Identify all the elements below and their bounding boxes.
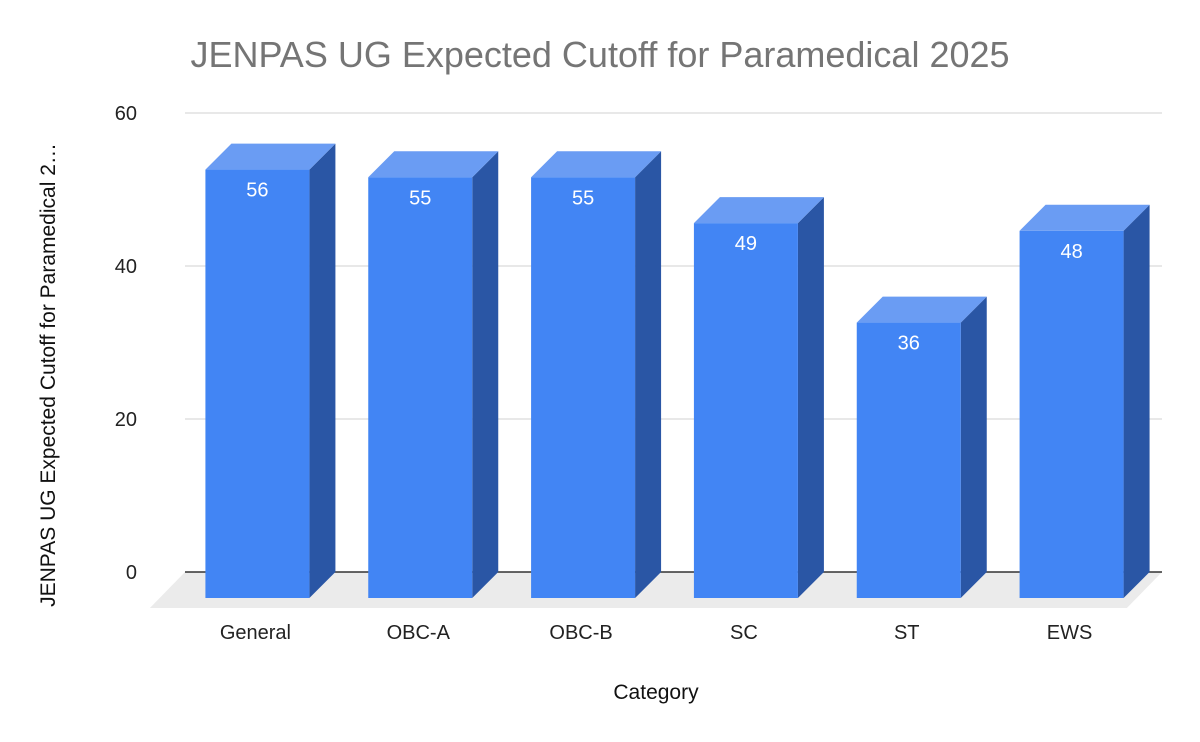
y-tick-label: 40 (115, 256, 137, 278)
bar-side-face (309, 143, 336, 598)
bar-top-face (1019, 204, 1150, 231)
x-axis-ticks: General OBC-A OBC-B SC ST EWS (220, 622, 1093, 644)
bar: 49 (693, 197, 824, 598)
bar: 55 (531, 151, 662, 598)
bar-front-face (693, 223, 798, 598)
y-axis-label: JENPAS UG Expected Cutoff for Paramedica… (37, 143, 60, 607)
bar-front-face (205, 169, 310, 598)
x-tick-label: ST (894, 622, 920, 644)
bar-side-face (1123, 204, 1150, 599)
x-tick-label: EWS (1047, 622, 1093, 644)
bar-side-face (635, 151, 662, 598)
data-label: 55 (409, 187, 431, 209)
bar-front-face (1019, 230, 1124, 599)
y-axis-ticks: 0 20 40 60 (115, 103, 137, 584)
bar-top-face (531, 151, 662, 178)
y-tick-label: 0 (126, 562, 137, 584)
bar: 56 (205, 143, 336, 598)
bar: 36 (856, 296, 987, 598)
bar-side-face (797, 197, 824, 598)
x-tick-label: General (220, 622, 291, 644)
gridlines (185, 112, 1162, 573)
bar: 55 (368, 151, 499, 598)
y-tick-label: 20 (115, 409, 137, 431)
bar-front-face (531, 177, 636, 598)
data-label: 36 (898, 333, 920, 355)
y-tick-label: 60 (115, 103, 137, 125)
chart-title: JENPAS UG Expected Cutoff for Paramedica… (190, 34, 1009, 75)
x-axis-label: Category (613, 681, 699, 704)
bar-top-face (205, 143, 336, 170)
data-label: 49 (735, 233, 757, 255)
bar-top-face (693, 197, 824, 224)
bar: 48 (1019, 204, 1150, 599)
bar-top-face (856, 296, 987, 323)
bar-front-face (856, 322, 961, 598)
x-tick-label: SC (730, 622, 758, 644)
data-label: 55 (572, 187, 594, 209)
data-label: 48 (1060, 241, 1082, 263)
bars: 56 55 55 49 36 48 (205, 143, 1150, 599)
x-tick-label: OBC-A (387, 622, 451, 644)
bar-side-face (472, 151, 499, 598)
bar-top-face (368, 151, 499, 178)
x-tick-label: OBC-B (549, 622, 612, 644)
bar-front-face (368, 177, 473, 598)
data-label: 56 (246, 180, 268, 202)
bar-side-face (960, 296, 987, 598)
